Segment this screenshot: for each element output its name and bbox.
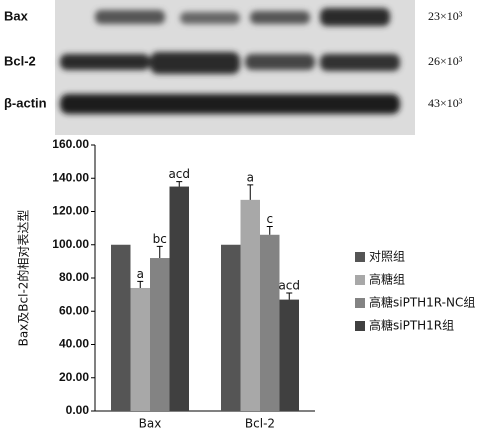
legend-swatch — [355, 298, 365, 308]
bar — [150, 258, 170, 411]
bar — [111, 245, 131, 411]
y-tick-label: 140.00 — [52, 170, 89, 184]
y-tick-label: 160.00 — [52, 137, 89, 151]
blot-bands — [60, 8, 400, 114]
blot-label: Bcl-2 — [4, 53, 36, 68]
y-tick-label: 20.00 — [59, 370, 89, 384]
legend-swatch — [355, 321, 365, 331]
blot-size: 43×10³ — [428, 96, 463, 110]
error-bar — [247, 185, 253, 200]
bar — [131, 288, 151, 411]
legend-swatch — [355, 252, 365, 262]
blot-label: Bax — [4, 8, 29, 23]
blot-size: 23×10³ — [428, 9, 463, 23]
bar — [221, 245, 241, 411]
annotation: acd — [168, 167, 190, 181]
blot-label: β-actin — [4, 95, 47, 110]
legend-label: 高糖siPTH1R-NC组 — [369, 295, 475, 310]
annotation: bc — [153, 232, 167, 246]
error-bar — [137, 281, 143, 288]
figure: Bax 23×10³ Bcl-2 26×10³ β-actin 43×10³ 0.00 20.… — [0, 0, 481, 432]
annotation: acd — [278, 278, 300, 292]
bar — [241, 200, 261, 411]
y-tick-label: 100.00 — [52, 237, 89, 251]
legend-swatch — [355, 275, 365, 285]
x-tick-label: Bax — [139, 417, 162, 431]
bar — [280, 300, 300, 411]
y-tick-label: 0.00 — [66, 403, 90, 417]
annotation: a — [137, 267, 144, 281]
bar — [260, 235, 280, 411]
error-bar — [157, 246, 163, 258]
blot-size: 26×10³ — [428, 54, 463, 68]
y-tick-label: 40.00 — [59, 337, 89, 351]
legend-label: 高糖siPTH1R组 — [369, 318, 454, 333]
annotation: c — [266, 212, 273, 226]
y-tick-label: 120.00 — [52, 204, 89, 218]
error-bar — [176, 182, 182, 187]
legend-label: 高糖组 — [369, 272, 405, 287]
y-tick-label: 80.00 — [59, 270, 89, 284]
legend-label: 对照组 — [369, 250, 405, 264]
bar — [170, 187, 190, 411]
error-bar — [267, 226, 273, 234]
x-tick-label: Bcl-2 — [245, 417, 275, 431]
error-bar — [286, 293, 292, 300]
y-tick-label: 60.00 — [59, 303, 89, 317]
y-axis-title: Bax及Bcl-2的相对表达型 — [16, 210, 31, 347]
annotation: a — [247, 170, 254, 184]
